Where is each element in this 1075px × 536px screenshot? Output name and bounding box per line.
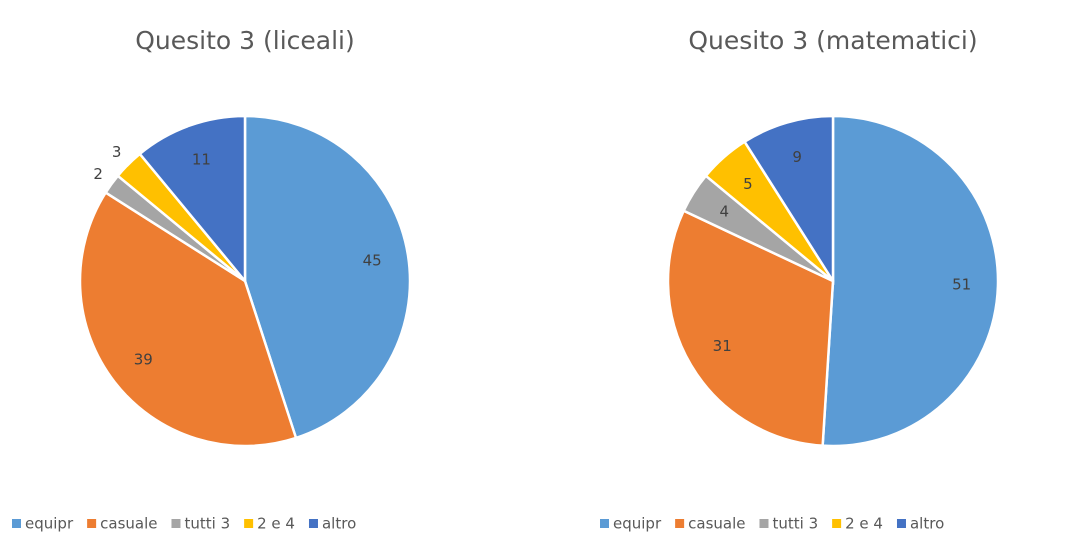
legend-label: equipr (613, 515, 662, 533)
legend-label: casuale (100, 515, 157, 533)
data-label: 5 (743, 175, 753, 193)
pie-slice (78, 190, 298, 448)
data-label: 31 (713, 337, 732, 355)
data-label: 45 (363, 251, 382, 269)
data-label: 11 (192, 150, 211, 168)
data-label: 39 (134, 350, 153, 368)
chart-title: Quesito 3 (liceali) (135, 26, 355, 55)
legend-swatch (832, 519, 842, 528)
legend-swatch (759, 519, 769, 528)
pie-slice (742, 114, 835, 286)
legend-swatch (12, 519, 21, 528)
pie-slice (243, 114, 412, 440)
pie-slice (666, 209, 835, 448)
legend-label: equipr (25, 515, 74, 533)
data-label: 2 (93, 165, 103, 183)
legend-swatch (600, 519, 609, 528)
legend-label: casuale (688, 515, 745, 533)
data-label: 9 (792, 148, 802, 166)
legend-label: tutti 3 (772, 515, 818, 533)
legend-label: altro (910, 515, 944, 533)
pie-slice (821, 114, 1000, 448)
legend-label: 2 e 4 (257, 515, 295, 533)
legend-swatch (87, 519, 97, 528)
legend-swatch (308, 519, 318, 528)
legend-swatch (675, 519, 685, 528)
legend-label: 2 e 4 (845, 515, 883, 533)
legend-swatch (244, 519, 254, 528)
data-label: 4 (720, 203, 730, 221)
data-label: 3 (112, 143, 122, 161)
pie-slice (138, 114, 247, 285)
legend-swatch (896, 519, 906, 528)
data-label: 51 (952, 276, 971, 294)
legend-label: altro (322, 515, 356, 533)
legend-label: tutti 3 (184, 515, 230, 533)
chart-title: Quesito 3 (matematici) (688, 26, 977, 55)
legend-swatch (171, 519, 181, 528)
